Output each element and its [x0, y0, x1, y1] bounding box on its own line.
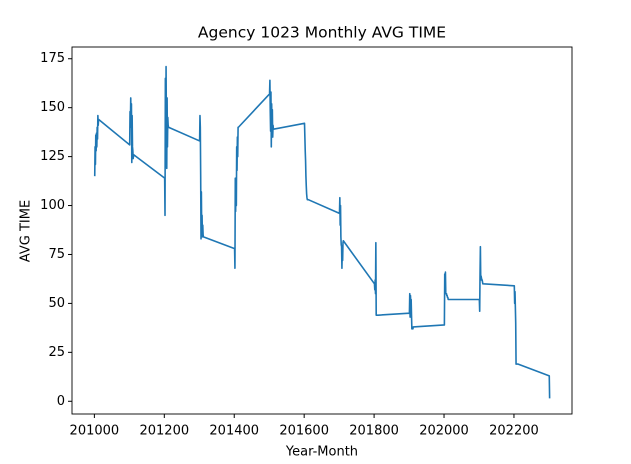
chart-title: Agency 1023 Monthly AVG TIME [198, 24, 446, 42]
y-tick-label: 150 [40, 100, 65, 115]
x-tick-label: 201200 [139, 424, 189, 439]
y-tick-label: 175 [40, 51, 65, 66]
x-tick-label: 201000 [70, 424, 120, 439]
y-axis-label: AVG TIME [19, 200, 34, 262]
y-tick-label: 50 [48, 296, 65, 311]
x-tick-label: 202000 [419, 424, 469, 439]
y-tick-label: 25 [48, 345, 65, 360]
x-axis-label: Year-Month [285, 445, 358, 460]
x-tick-label: 201800 [349, 424, 399, 439]
x-tick-label: 201600 [279, 424, 329, 439]
y-tick-label: 100 [40, 198, 65, 213]
y-tick-label: 75 [48, 247, 65, 262]
x-tick-label: 202200 [489, 424, 539, 439]
y-tick-label: 125 [40, 149, 65, 164]
x-tick-label: 201400 [209, 424, 259, 439]
plot-frame [71, 46, 573, 415]
line [93, 65, 551, 399]
y-tick-label: 0 [57, 394, 65, 409]
